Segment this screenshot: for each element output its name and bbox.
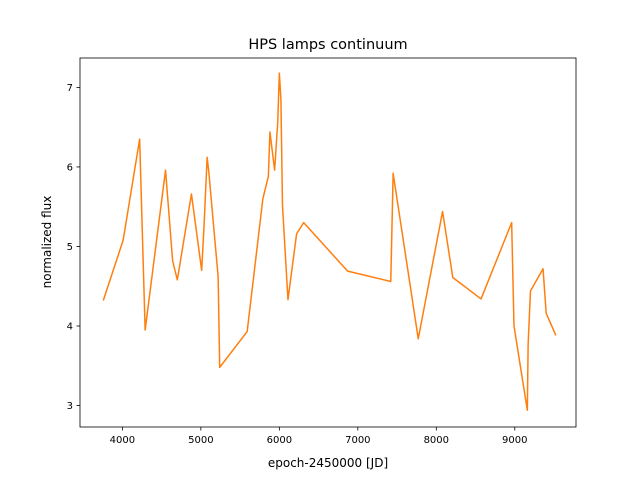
x-tick-label: 9000 [502,435,527,446]
x-tick-label: 4000 [110,435,135,446]
y-axis-label: normalized flux [40,196,54,289]
y-tick-label: 6 [67,163,73,174]
series-line-0 [102,72,557,412]
x-tick-label: 5000 [188,435,213,446]
y-tick-label: 3 [67,401,73,412]
x-tick-label: 7000 [345,435,370,446]
plot-area: 4000 5000 6000 7000 8000 9000 3 4 5 6 7 [67,57,577,446]
y-tick-label: 7 [67,83,73,94]
x-tick-label: 6000 [267,435,292,446]
y-tick-label: 5 [67,242,73,253]
y-tick-label: 4 [67,322,73,333]
x-tick-label: 8000 [424,435,449,446]
chart-title: HPS lamps continuum [248,37,407,53]
x-axis-label: epoch-2450000 [JD] [268,456,388,470]
axes-frame [79,57,577,428]
